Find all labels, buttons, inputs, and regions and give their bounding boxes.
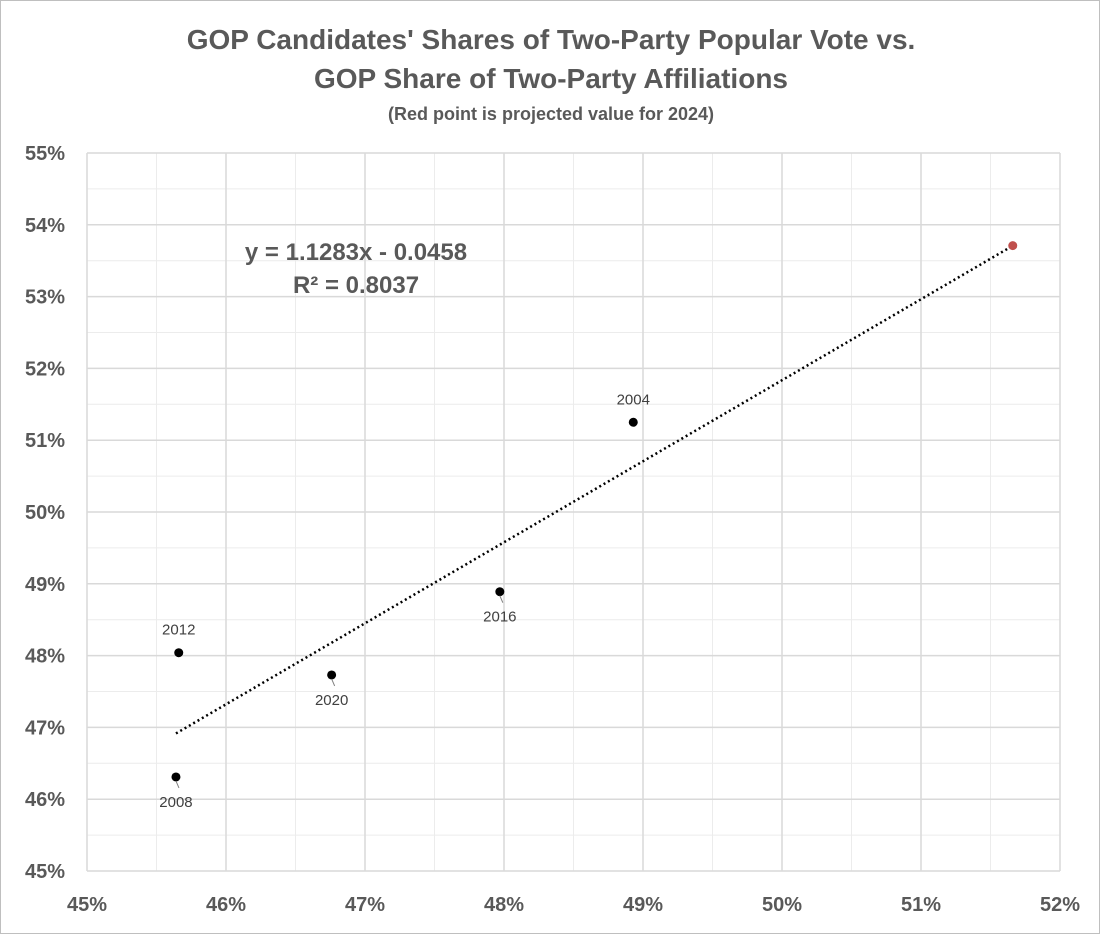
data-point-2012	[174, 648, 184, 658]
y-tick-label: 47%	[25, 717, 65, 739]
y-tick-label: 52%	[25, 358, 65, 380]
y-tick-label: 51%	[25, 430, 65, 452]
point-label-2016: 2016	[483, 609, 516, 626]
point-label-2012: 2012	[162, 622, 195, 639]
trendline	[175, 244, 1014, 735]
trendline-equation: y = 1.1283x - 0.0458	[245, 239, 467, 266]
chart-title: GOP Candidates' Shares of Two-Party Popu…	[187, 24, 916, 55]
data-points: 2004 2008 2012 2016 2020	[159, 240, 1019, 811]
y-tick-label: 50%	[25, 502, 65, 524]
y-tick-label: 55%	[25, 143, 65, 165]
point-label-2020: 2020	[315, 692, 348, 709]
y-tick-label: 53%	[25, 287, 65, 309]
data-point-2020	[327, 670, 337, 680]
x-tick-label: 51%	[901, 894, 941, 916]
y-tick-label: 45%	[25, 861, 65, 883]
y-tick-label: 48%	[25, 646, 65, 668]
x-tick-label: 47%	[345, 894, 385, 916]
point-label-2008: 2008	[159, 794, 192, 811]
y-axis-ticks: 45% 46% 47% 48% 49% 50% 51% 52% 53% 54% 55%	[25, 143, 65, 883]
trendline-group	[175, 244, 1014, 735]
chart-subtitle: (Red point is projected value for 2024)	[388, 104, 714, 124]
y-tick-label: 54%	[25, 215, 65, 237]
x-tick-label: 46%	[206, 894, 246, 916]
projected-point-2024	[1007, 240, 1019, 252]
x-tick-label: 50%	[762, 894, 802, 916]
x-tick-label: 45%	[67, 894, 107, 916]
chart-title-line2: GOP Share of Two-Party Affiliations	[314, 63, 788, 94]
grid-lines	[86, 152, 1061, 872]
y-tick-label: 46%	[25, 789, 65, 811]
data-point-2008	[171, 772, 181, 782]
x-tick-label: 48%	[484, 894, 524, 916]
leader-line	[499, 595, 504, 603]
y-tick-label: 49%	[25, 574, 65, 596]
x-tick-label: 49%	[623, 894, 663, 916]
data-point-2016	[495, 587, 505, 597]
trendline-r-squared: R² = 0.8037	[293, 272, 419, 299]
leader-line	[331, 678, 336, 687]
point-label-2004: 2004	[617, 391, 650, 408]
leader-line	[175, 780, 180, 789]
x-axis-ticks: 45% 46% 47% 48% 49% 50% 51% 52%	[67, 894, 1080, 916]
data-point-2004	[628, 417, 638, 427]
x-tick-label: 52%	[1040, 894, 1080, 916]
